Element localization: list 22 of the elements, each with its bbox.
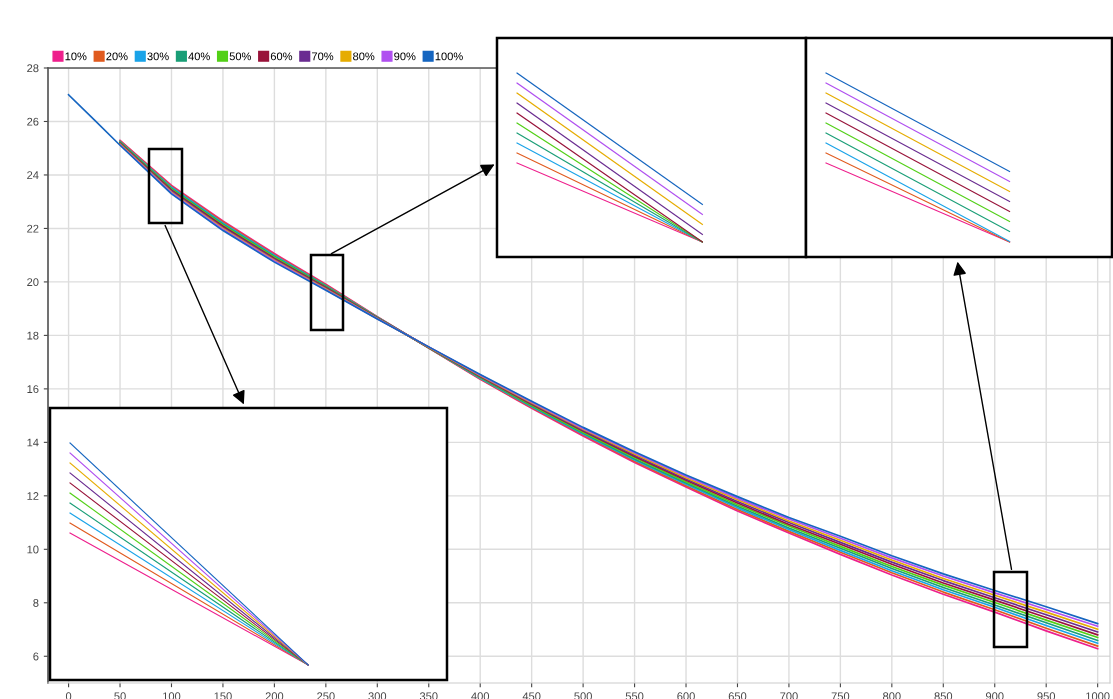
y-tick-label: 12 <box>27 492 39 500</box>
y-tick-label: 28 <box>27 64 39 73</box>
legend-label: 20% <box>106 52 128 61</box>
y-tick-label: 20 <box>27 278 39 287</box>
y-tick-label: 24 <box>27 171 39 179</box>
y-tick-label: 26 <box>27 117 39 126</box>
legend-label: 40% <box>188 52 210 61</box>
legend-label: 70% <box>312 52 334 61</box>
legend-label: 50% <box>229 52 252 61</box>
y-tick-label: 6 <box>33 652 39 661</box>
legend-label: 10% <box>65 52 87 61</box>
y-tick-label: 22 <box>27 224 39 233</box>
y-tick-label: 8 <box>33 599 39 607</box>
y-tick-label: 10 <box>27 545 39 554</box>
legend-label: 60% <box>270 52 293 61</box>
legend-label: 80% <box>353 52 375 61</box>
legend-label: 30% <box>147 52 169 61</box>
legend-label: 100% <box>435 52 463 61</box>
y-tick-label: 16 <box>27 385 39 393</box>
y-tick-label: 18 <box>27 331 39 340</box>
legend-label: 90% <box>394 52 416 61</box>
y-tick-label: 14 <box>27 438 39 447</box>
